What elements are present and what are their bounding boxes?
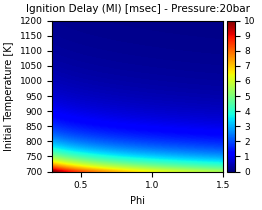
X-axis label: Phi: Phi (130, 196, 145, 206)
Title: Ignition Delay (MI) [msec] - Pressure:20bar: Ignition Delay (MI) [msec] - Pressure:20… (26, 4, 250, 14)
Y-axis label: Initial Temperature [K]: Initial Temperature [K] (4, 41, 14, 151)
